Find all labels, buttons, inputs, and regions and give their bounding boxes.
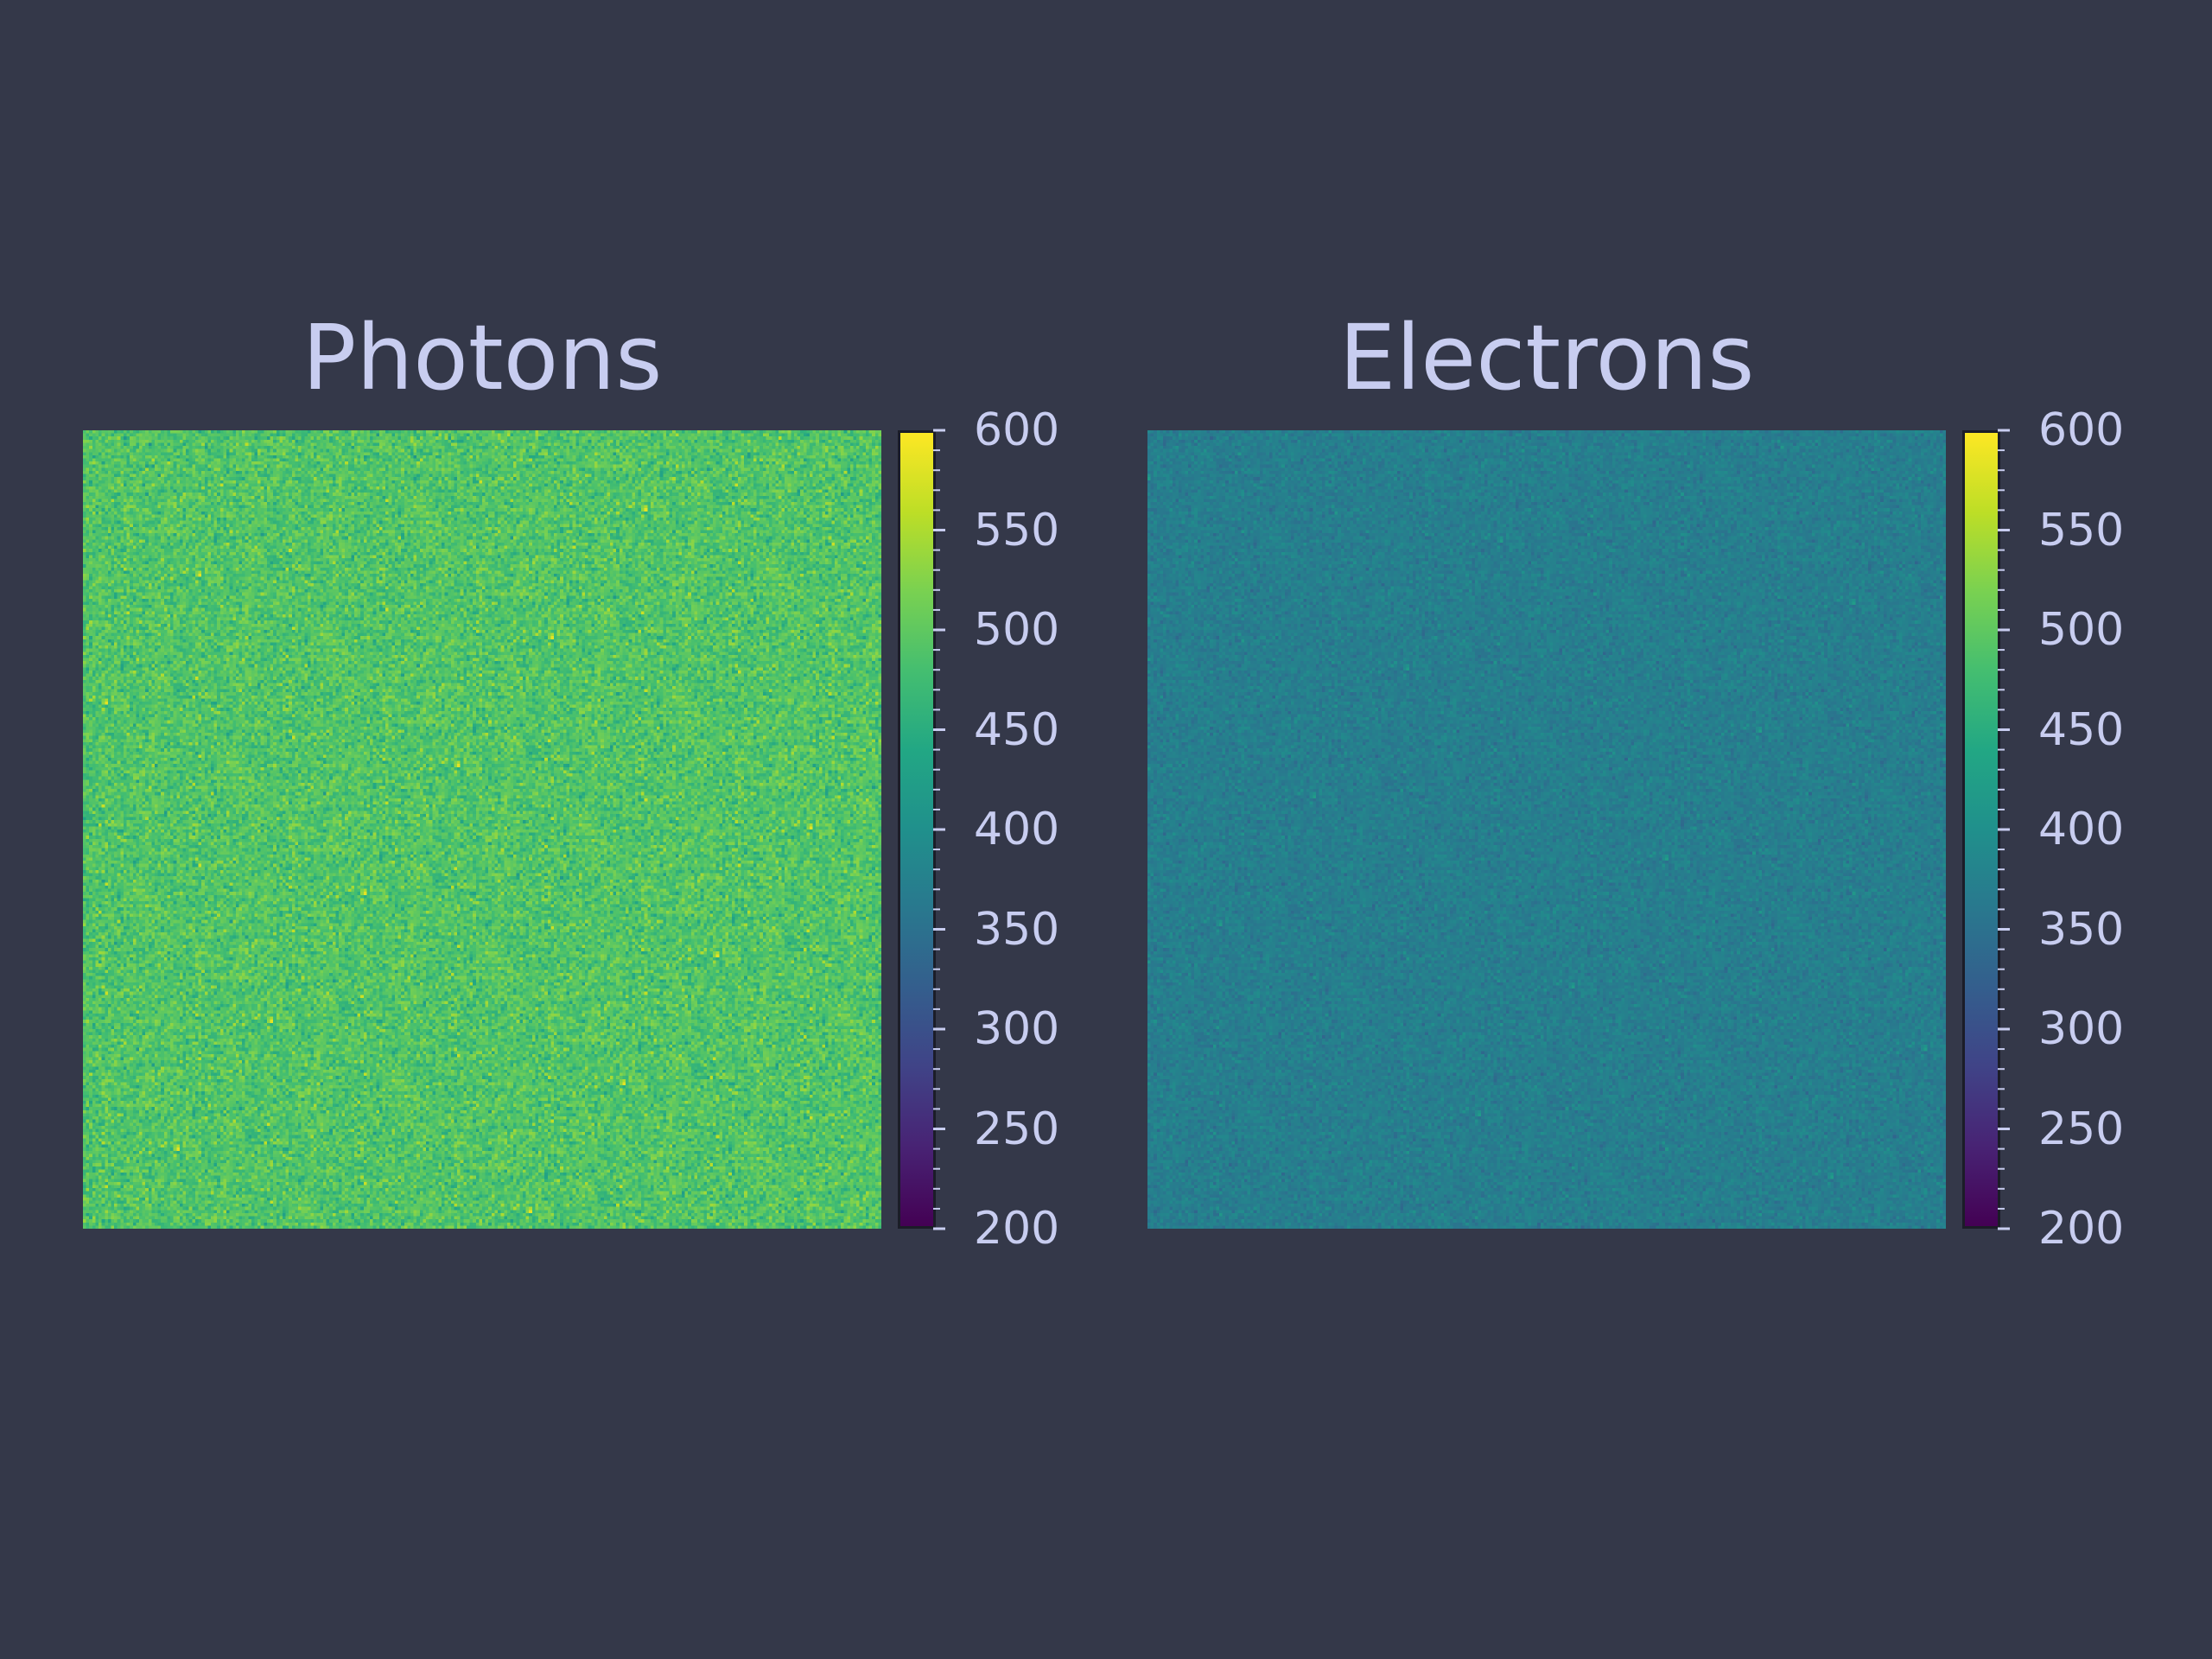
electrons-tick-label: 250 <box>2038 1103 2125 1155</box>
photons-tick-label: 350 <box>974 903 1060 956</box>
photons-heatmap <box>83 430 881 1229</box>
photons-title: Photons <box>302 305 663 410</box>
electrons-tick-label: 600 <box>2038 404 2125 456</box>
electrons-tick-label: 450 <box>2038 703 2125 756</box>
photons-tick-label: 500 <box>974 604 1060 656</box>
photons-tick-label: 200 <box>974 1203 1060 1255</box>
photons-tick-label: 550 <box>974 504 1060 556</box>
electrons-tick-label: 300 <box>2038 1003 2125 1055</box>
photons-tick-label: 600 <box>974 404 1060 456</box>
electrons-colorbar-ticks <box>1998 429 2010 1230</box>
photons-colorbar-ticks <box>933 429 945 1230</box>
photons-tick-label: 250 <box>974 1103 1060 1155</box>
photons-tick-label: 400 <box>974 804 1060 855</box>
electrons-title: Electrons <box>1338 305 1755 410</box>
electrons-tick-label: 350 <box>2038 903 2125 956</box>
electrons-tick-label: 550 <box>2038 504 2125 556</box>
electrons-colorbar <box>1962 430 2000 1229</box>
electrons-tick-label: 400 <box>2038 804 2125 855</box>
photons-tick-label: 450 <box>974 703 1060 756</box>
photons-tick-label: 300 <box>974 1003 1060 1055</box>
electrons-tick-label: 500 <box>2038 604 2125 656</box>
electrons-tick-label: 200 <box>2038 1203 2125 1255</box>
electrons-heatmap <box>1147 430 1946 1229</box>
photons-colorbar <box>898 430 936 1229</box>
